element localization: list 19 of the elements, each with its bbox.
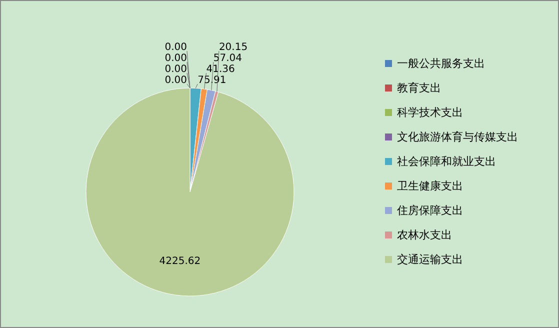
legend-label: 文化旅游体育与传媒支出 [397,130,518,144]
legend-label: 一般公共服务支出 [397,57,485,70]
data-label: 75.91 [198,75,226,86]
text: 0.00 [164,42,187,53]
data-label: 41.36 [206,64,235,75]
legend-label: 住房保障支出 [397,204,463,217]
legend-label: 农林水支出 [397,228,452,242]
legend-label: 社会保障和就业支出 [397,155,496,168]
pie-slice [86,88,294,296]
legend-label: 科学技术支出 [397,106,463,119]
data-label: 20.15 [218,42,248,53]
text: 0.00 [164,53,187,64]
text: 0.00 [164,64,187,75]
data-label: 4225.62 [159,256,201,268]
legend-label: 交通运输支出 [397,253,463,266]
data-label: 57.04 [213,53,242,64]
text: 0.00 [164,75,187,86]
legend-label: 卫生健康支出 [397,180,463,192]
legend-label: 教育支出 [397,82,441,94]
